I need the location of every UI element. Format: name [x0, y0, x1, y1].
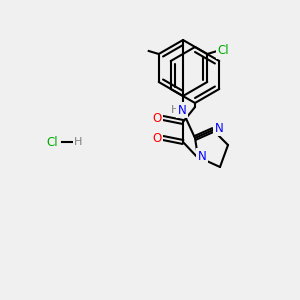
- Text: Cl: Cl: [46, 136, 58, 148]
- Text: O: O: [152, 131, 162, 145]
- Text: H: H: [74, 137, 82, 147]
- Text: N: N: [214, 122, 224, 134]
- Text: H: H: [171, 105, 179, 115]
- Text: N: N: [178, 103, 186, 116]
- Text: Cl: Cl: [218, 44, 229, 58]
- Text: O: O: [152, 112, 162, 124]
- Text: N: N: [198, 149, 206, 163]
